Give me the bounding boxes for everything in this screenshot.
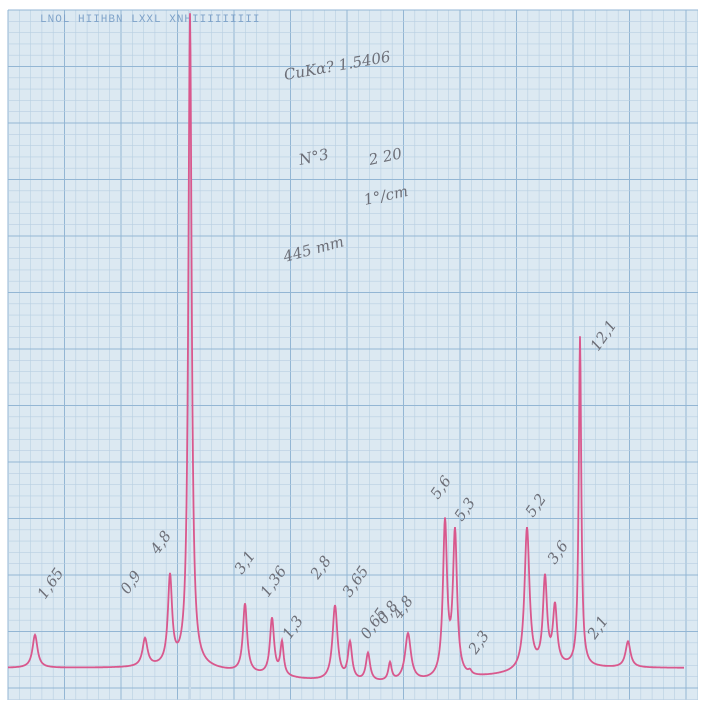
printed-header: LNOL HIIHBN LXXL XNHIIIIIIIII [40,14,260,26]
diffraction-trace [8,13,684,680]
grid [7,9,698,700]
